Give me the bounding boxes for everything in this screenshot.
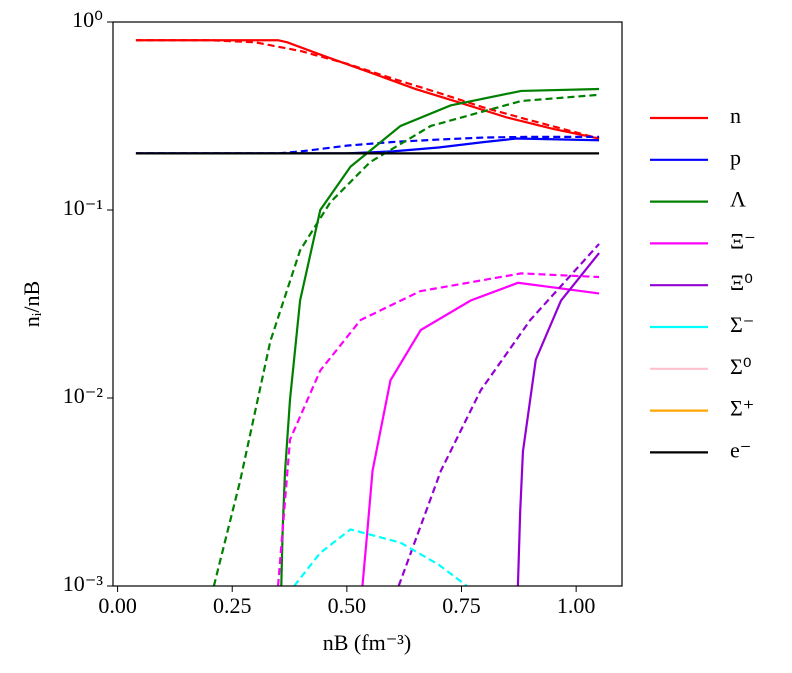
x-tick-label: 0.25: [213, 593, 252, 618]
y-tick-label: 10⁻²: [63, 383, 104, 408]
solid-line: [135, 137, 600, 155]
solid-line: [135, 39, 600, 140]
dashed-line: [293, 528, 468, 586]
dashed-line: [397, 243, 600, 586]
y-tick-label: 10⁻¹: [63, 195, 103, 220]
legend-label: Ξ⁰: [730, 270, 753, 295]
solid-line: [280, 87, 600, 586]
x-axis-label: nB (fm⁻³): [323, 630, 411, 655]
solid-line: [361, 281, 600, 586]
dashed-line: [212, 93, 600, 586]
y-tick-label: 10⁰: [72, 7, 103, 32]
legend-label: Λ: [730, 187, 746, 212]
y-tick-label: 10⁻³: [63, 571, 104, 596]
dashed-line: [135, 39, 600, 140]
legend-label: n: [730, 103, 741, 128]
x-tick-label: 1.00: [557, 593, 596, 618]
y-axis-label: nᵢ/nB: [19, 281, 44, 327]
legend-label: Σ⁻: [730, 312, 754, 337]
solid-line: [516, 252, 600, 586]
legend-label: p: [730, 145, 741, 170]
x-tick-label: 0.50: [328, 593, 367, 618]
legend-label: Σ⁰: [730, 354, 752, 379]
x-tick-label: 0.00: [98, 593, 137, 618]
plot-lines: [135, 39, 600, 586]
legend-label: Σ⁺: [730, 396, 754, 421]
legend-label: Ξ⁻: [730, 228, 756, 253]
x-tick-label: 0.75: [442, 593, 481, 618]
legend-label: e⁻: [730, 437, 751, 462]
plot-frame: [112, 21, 623, 587]
dashed-line: [276, 272, 600, 586]
